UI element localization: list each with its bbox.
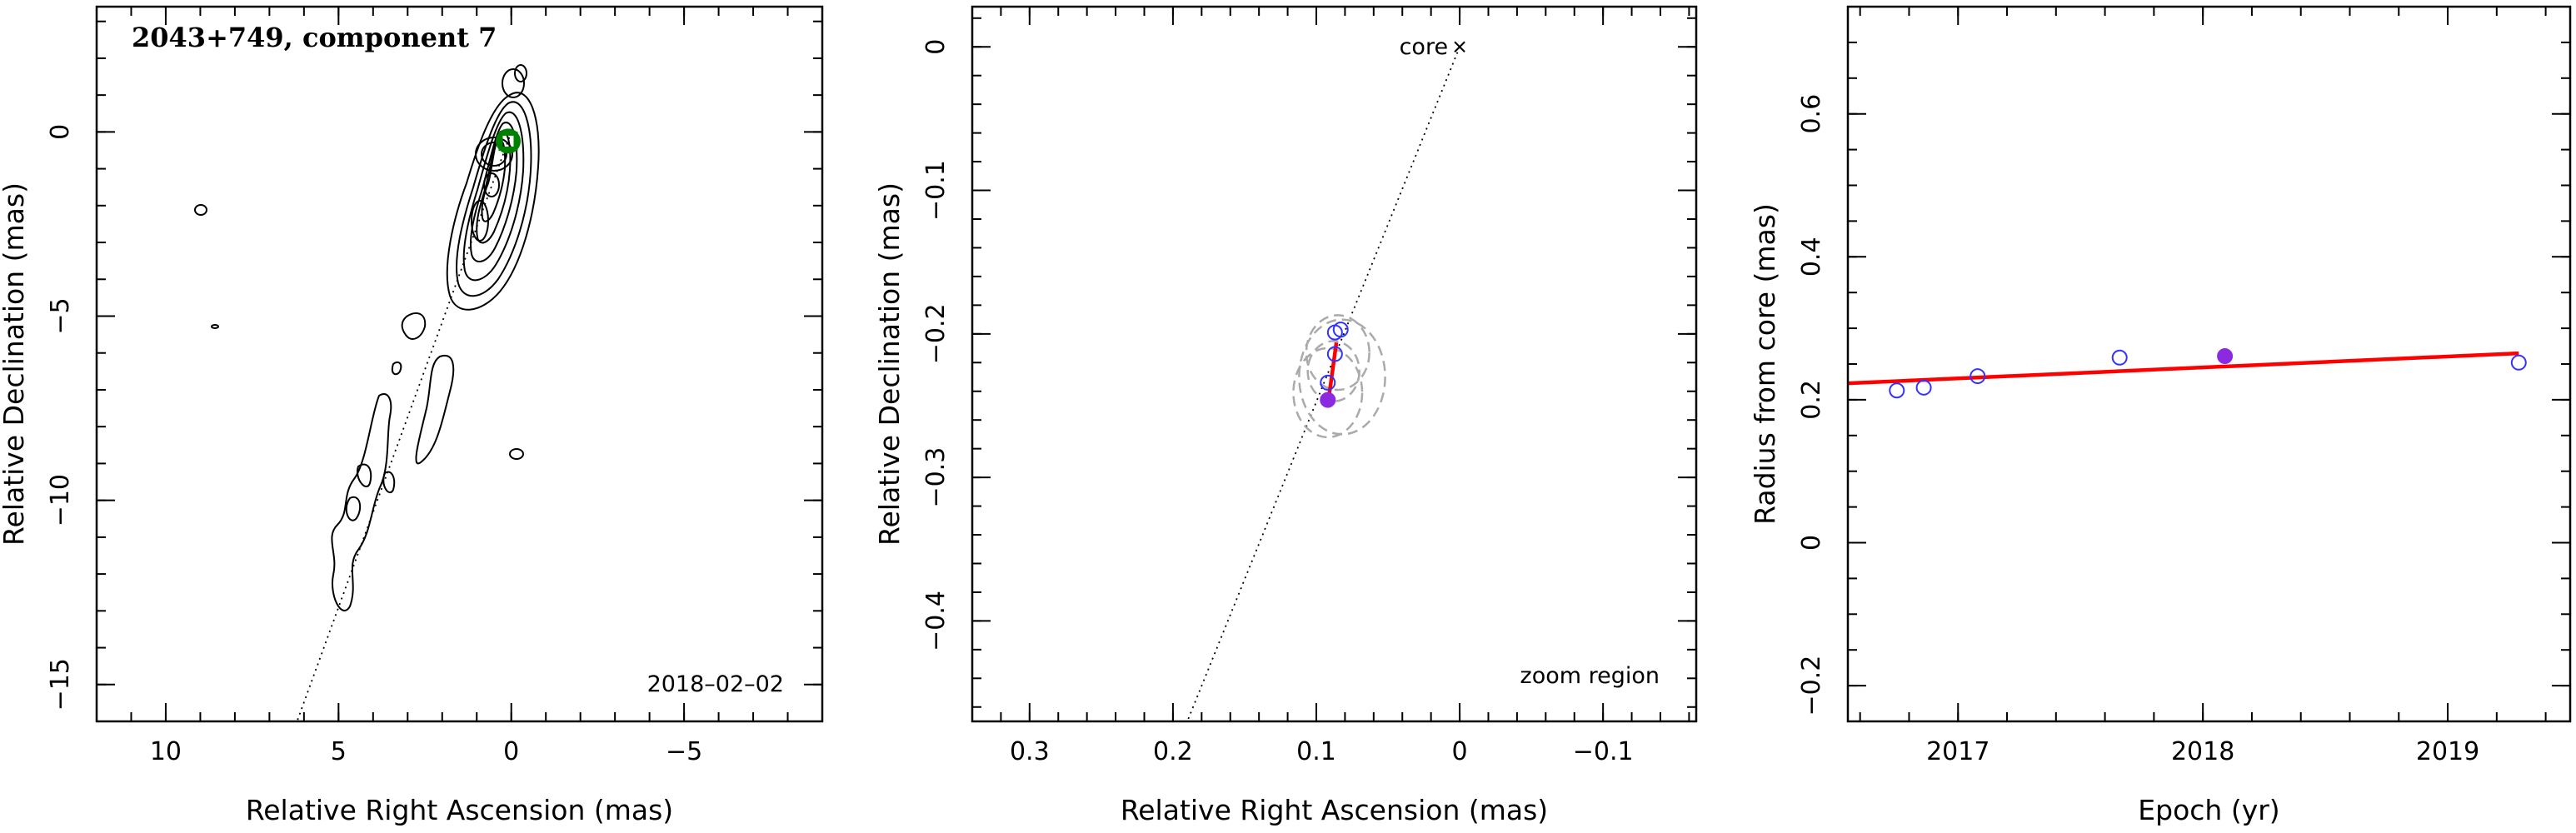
x-tick-label: 0.1: [1296, 737, 1336, 766]
y-tick-label: 0.4: [1797, 237, 1826, 277]
x-tick-label: 2019: [2416, 737, 2479, 766]
open-point: [1915, 379, 1932, 396]
open-point: [1889, 382, 1905, 399]
radius-points: [1889, 348, 2527, 399]
panel-contour-map: 10 5 0 −5 0 −5 −10 −15 2043+749, component 7 2…: [0, 5, 824, 826]
zoom-region-label: zoom region: [1520, 663, 1660, 689]
panel-radius-vs-epoch: 2017 2018 2019 −0.2 0 0.2 0.4 0.6 Epoch (yr) R…: [1749, 5, 2572, 826]
open-point: [1969, 368, 1986, 385]
y-axis-label: Relative Declination (mas): [0, 182, 30, 546]
x-tick-label: −0.1: [1573, 737, 1634, 766]
plot-frame: [971, 5, 1698, 723]
x-tick-label: 0.2: [1153, 737, 1193, 766]
component-ellipses: [1292, 314, 1386, 439]
x-tick-label: 10: [150, 737, 182, 766]
component-size-ellipse: [1306, 340, 1360, 403]
epoch-label: 2018–02–02: [647, 671, 784, 697]
contour-map: [194, 64, 540, 611]
panel-zoom-region: core 0.3 0.2 0.1 0 −0.1 0 −0.1 −0.2 −0.3 −0.4 zo…: [873, 5, 1698, 826]
y-tick-labels: 0 −5 −10 −15: [46, 124, 75, 711]
x-tick-labels: 0.3 0.2 0.1 0 −0.1: [1010, 737, 1634, 766]
plot-frame: [1846, 5, 2572, 723]
radius-fit-line: [1847, 351, 2519, 386]
y-tick-label: −5: [46, 297, 75, 334]
x-tick-label: 0.3: [1010, 737, 1050, 766]
y-tick-label: −10: [46, 474, 75, 526]
component-size-ellipse: [1292, 347, 1364, 439]
axis-ticks: [1848, 6, 2570, 722]
open-point: [2510, 354, 2527, 371]
y-tick-label: 0: [921, 39, 951, 55]
core-marker: [1454, 41, 1465, 52]
component-ring: [495, 128, 521, 154]
x-tick-labels: 10 5 0 −5: [150, 737, 702, 766]
x-tick-label: 2017: [1926, 737, 1989, 766]
x-axis-label: Epoch (yr): [2138, 794, 2279, 826]
y-tick-labels: −0.2 0 0.2 0.4 0.6: [1797, 94, 1826, 716]
x-axis-label: Relative Right Ascension (mas): [246, 794, 673, 826]
axis-ticks: [96, 7, 823, 722]
trajectory-fit-line: [1326, 342, 1339, 401]
filled-point: [1320, 392, 1336, 408]
jet-axis-line: [1186, 46, 1460, 722]
component-marker: [498, 131, 518, 151]
open-point: [1320, 374, 1336, 391]
y-tick-label: −15: [46, 658, 75, 711]
x-tick-label: 2018: [2171, 737, 2234, 766]
y-tick-label: 0.2: [1797, 380, 1826, 420]
y-tick-label: 0: [1797, 535, 1826, 551]
open-point: [1326, 346, 1343, 362]
y-axis-label: Radius from core (mas): [1749, 203, 1781, 525]
x-tick-label: 5: [331, 737, 347, 766]
axis-ticks: [971, 7, 1696, 721]
y-tick-label: −0.3: [921, 447, 951, 508]
plot-frame: [95, 5, 824, 723]
chart-title: 2043+749, component 7: [132, 22, 497, 53]
x-tick-label: 0: [503, 737, 519, 766]
y-tick-label: −0.2: [921, 303, 951, 364]
y-tick-label: 0.6: [1797, 94, 1826, 134]
x-axis-label: Relative Right Ascension (mas): [1121, 794, 1548, 826]
component-size-ellipse: [1305, 314, 1370, 392]
core-label: core: [1400, 34, 1448, 60]
x-tick-labels: 2017 2018 2019: [1926, 737, 2479, 766]
y-axis-label: Relative Declination (mas): [873, 182, 906, 546]
component-positions: [1320, 322, 1349, 408]
y-tick-labels: 0 −0.1 −0.2 −0.3 −0.4: [921, 39, 951, 651]
y-tick-label: 0: [46, 124, 75, 140]
x-tick-label: −5: [666, 737, 702, 766]
y-tick-label: −0.1: [921, 160, 951, 221]
y-tick-label: −0.2: [1797, 656, 1826, 716]
y-tick-label: −0.4: [921, 591, 951, 651]
open-point: [2111, 349, 2128, 366]
component-size-ellipse: [1298, 318, 1386, 436]
jet-axis-line: [296, 132, 512, 722]
x-tick-label: 0: [1452, 737, 1468, 766]
filled-point: [2217, 348, 2234, 365]
open-point: [1332, 322, 1349, 338]
